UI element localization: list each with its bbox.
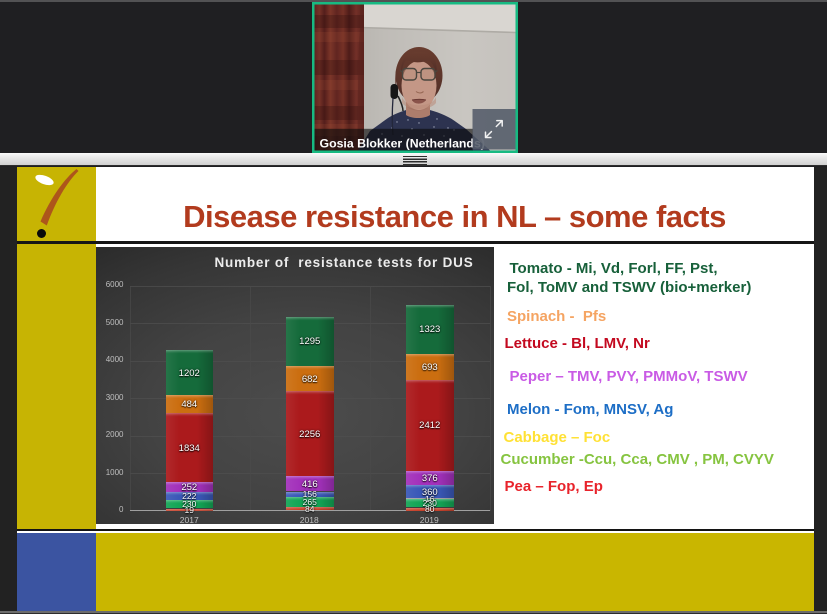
- svg-text:Gosia Blokker (Netherlands): Gosia Blokker (Netherlands): [320, 136, 485, 150]
